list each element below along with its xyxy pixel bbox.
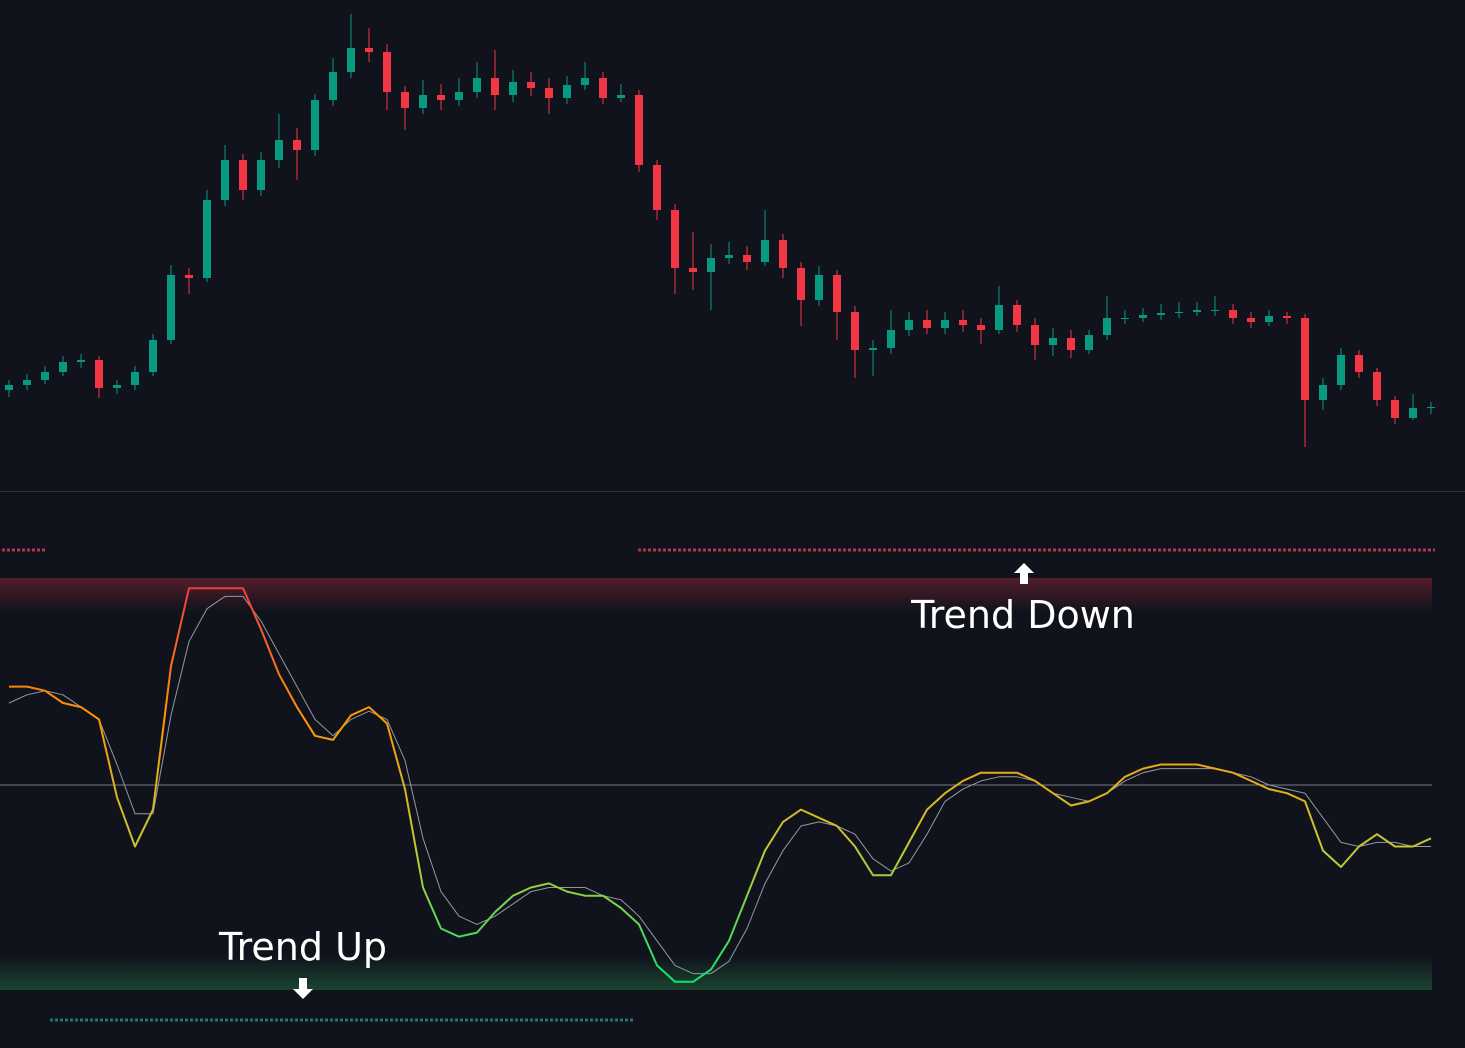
candle-body	[581, 78, 589, 85]
candle-body	[239, 160, 247, 190]
signal-line	[8, 595, 1431, 975]
candle-body	[221, 160, 229, 200]
candle-body	[527, 82, 535, 88]
candle-body	[401, 92, 409, 108]
annotation: Trend Up	[218, 925, 387, 969]
candle-body	[599, 78, 607, 98]
candle-body	[1175, 312, 1183, 313]
candle-body	[707, 258, 715, 272]
candle-body	[941, 320, 949, 328]
candle-body	[545, 88, 553, 98]
candle-body	[563, 85, 571, 98]
candle-body	[1193, 310, 1201, 312]
candle-body	[77, 360, 85, 362]
candle-body	[1355, 355, 1363, 372]
plot-area	[0, 14, 1435, 983]
candle-body	[1085, 335, 1093, 350]
candle-body	[59, 362, 67, 372]
candle-body	[23, 380, 31, 385]
candle-body	[1283, 316, 1291, 318]
candle-body	[5, 385, 13, 390]
candle-body	[1049, 338, 1057, 345]
candle-body	[1103, 318, 1111, 335]
candle-body	[743, 255, 751, 262]
candle-body	[365, 48, 373, 52]
candle-body	[1373, 372, 1381, 400]
candle-body	[833, 275, 841, 312]
candle-body	[131, 372, 139, 385]
candle-body	[887, 330, 895, 348]
candle-body	[1121, 318, 1129, 319]
candle-body	[869, 348, 877, 350]
candle-body	[797, 268, 805, 300]
candle-body	[671, 210, 679, 268]
candle-body	[617, 95, 625, 98]
candle-body	[275, 140, 283, 160]
candle-body	[995, 305, 1003, 330]
candle-body	[923, 320, 931, 328]
candle-body	[167, 275, 175, 340]
arrow-up	[1014, 563, 1034, 584]
candle-body	[473, 78, 481, 92]
candle-body	[689, 268, 697, 272]
candle-body	[1067, 338, 1075, 350]
candle-body	[851, 312, 859, 350]
candle-body	[185, 275, 193, 278]
candle-body	[41, 372, 49, 380]
candle-body	[1265, 316, 1273, 322]
candle-body	[113, 385, 121, 388]
candle-body	[1211, 310, 1219, 311]
candle-body	[383, 52, 391, 92]
arrow-down	[293, 978, 313, 999]
candle-body	[1031, 325, 1039, 345]
candle-body	[653, 165, 661, 210]
candle-body	[959, 320, 967, 325]
candle-body	[419, 95, 427, 108]
candle-body	[1013, 305, 1021, 325]
candle-body	[293, 140, 301, 150]
candle-body	[1157, 313, 1165, 315]
oscillator-line	[9, 587, 1432, 983]
candle-body	[1337, 355, 1345, 385]
candle-body	[1247, 318, 1255, 322]
candle-body	[347, 48, 355, 72]
candle-body	[761, 240, 769, 262]
candle-body	[635, 95, 643, 165]
candle-body	[1391, 400, 1399, 418]
candle-body	[1139, 315, 1147, 318]
candle-body	[1229, 310, 1237, 318]
candle-body	[329, 72, 337, 100]
candle-body	[1319, 385, 1327, 400]
candle-body	[1427, 407, 1435, 408]
candle-body	[491, 78, 499, 95]
candle-body	[455, 92, 463, 100]
candle-body	[257, 160, 265, 190]
overbought-band	[0, 578, 1432, 612]
candle-body	[977, 325, 985, 330]
candle-body	[1301, 318, 1309, 400]
candle-body	[725, 255, 733, 258]
annotation: Trend Down	[910, 593, 1135, 637]
candle-body	[779, 240, 787, 268]
candle-body	[149, 340, 157, 372]
candle-body	[95, 360, 103, 388]
candle-body	[437, 95, 445, 100]
candle-body	[203, 200, 211, 278]
candle-body	[311, 100, 319, 150]
candle-body	[905, 320, 913, 330]
candle-body	[1409, 408, 1417, 418]
candle-body	[509, 82, 517, 95]
candle-body	[815, 275, 823, 300]
